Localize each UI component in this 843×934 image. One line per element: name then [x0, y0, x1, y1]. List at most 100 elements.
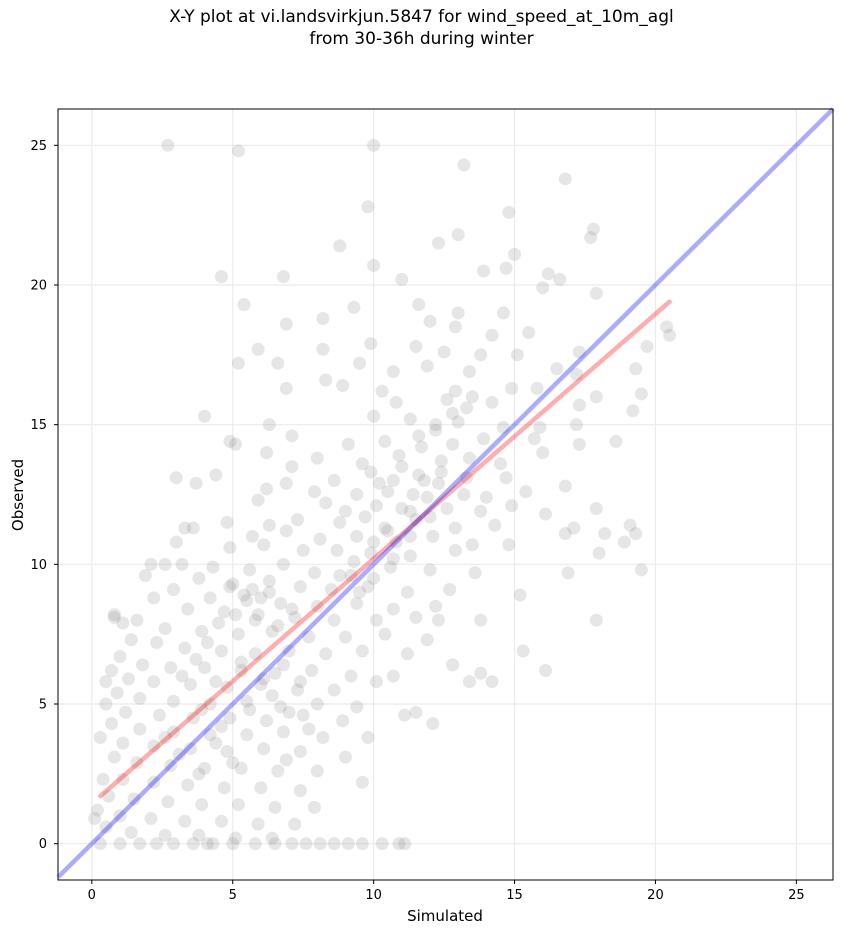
data-point — [214, 644, 228, 658]
data-point — [327, 683, 341, 697]
data-point — [291, 513, 305, 527]
data-point — [451, 228, 465, 242]
data-point — [485, 675, 499, 689]
data-point — [195, 703, 209, 717]
data-point — [485, 395, 499, 409]
y-tick-label: 15 — [30, 418, 47, 433]
data-point — [291, 683, 305, 697]
data-point — [589, 286, 603, 300]
data-point — [440, 393, 454, 407]
data-point — [96, 772, 110, 786]
data-point — [183, 677, 197, 691]
data-point — [634, 563, 648, 577]
data-point — [527, 432, 541, 446]
data-point — [505, 381, 519, 395]
data-point — [443, 582, 457, 596]
data-point — [271, 764, 285, 778]
data-point — [195, 624, 209, 638]
data-point — [107, 610, 121, 624]
data-point — [240, 594, 254, 608]
data-point — [229, 437, 243, 451]
data-point — [353, 356, 367, 370]
data-point — [474, 613, 488, 627]
data-point — [279, 753, 293, 767]
y-tick-label: 5 — [39, 698, 47, 713]
data-point — [415, 440, 429, 454]
data-point — [293, 745, 307, 758]
data-point — [257, 672, 271, 686]
data-point — [386, 602, 400, 616]
data-point — [119, 705, 133, 719]
data-point — [130, 613, 144, 627]
data-point — [327, 613, 341, 627]
data-points — [88, 138, 677, 851]
data-point — [296, 543, 310, 557]
data-point — [448, 384, 462, 398]
data-point — [296, 708, 310, 722]
data-point — [392, 448, 406, 462]
data-point — [462, 675, 476, 689]
data-point — [516, 644, 530, 658]
data-point — [378, 627, 392, 641]
y-tick-label: 25 — [30, 139, 47, 154]
data-point — [350, 700, 364, 714]
data-point — [99, 675, 113, 689]
data-point — [663, 328, 677, 342]
data-point — [336, 379, 350, 393]
data-point — [200, 636, 214, 650]
data-point — [198, 409, 212, 423]
data-point — [158, 828, 172, 842]
x-tick-label: 25 — [788, 888, 805, 903]
data-point — [429, 599, 443, 613]
data-point — [389, 535, 403, 549]
data-point — [307, 485, 321, 499]
data-point — [217, 605, 231, 619]
chart-title-line2: from 30-36h during winter — [309, 29, 534, 49]
data-point — [437, 345, 451, 359]
data-point — [338, 630, 352, 644]
data-point — [584, 231, 598, 244]
data-point — [319, 496, 333, 510]
data-point — [226, 756, 240, 770]
data-point — [395, 460, 409, 474]
data-point — [617, 535, 631, 549]
data-point — [209, 736, 223, 750]
data-point — [381, 524, 395, 538]
chart-title-line1: X-Y plot at vi.landsvirkjun.5847 for win… — [169, 7, 674, 27]
data-point — [186, 521, 200, 535]
data-point — [420, 490, 434, 504]
data-point — [234, 761, 248, 775]
data-point — [313, 532, 327, 546]
data-point — [316, 342, 330, 356]
data-point — [167, 582, 181, 596]
data-point — [245, 582, 259, 596]
data-point — [167, 837, 181, 851]
data-point — [457, 158, 471, 172]
data-point — [488, 518, 502, 532]
data-point — [181, 602, 195, 616]
data-point — [364, 546, 378, 560]
data-point — [358, 510, 372, 524]
data-point — [279, 381, 293, 395]
data-point — [426, 717, 440, 731]
data-point — [386, 474, 400, 488]
data-point — [539, 507, 553, 521]
data-point — [364, 337, 378, 351]
data-point — [592, 546, 606, 560]
x-tick-label: 5 — [229, 888, 237, 903]
data-point — [127, 792, 141, 806]
data-point — [451, 306, 465, 320]
data-point — [262, 574, 276, 588]
data-point — [147, 775, 161, 789]
data-point — [206, 560, 220, 574]
data-point — [347, 300, 361, 314]
data-point — [355, 775, 369, 789]
data-point — [229, 608, 243, 622]
data-point — [262, 418, 276, 432]
data-point — [251, 493, 265, 507]
data-point — [541, 267, 555, 281]
data-point — [231, 144, 245, 158]
data-point — [254, 781, 268, 795]
data-point — [355, 457, 369, 471]
data-point — [378, 521, 392, 535]
